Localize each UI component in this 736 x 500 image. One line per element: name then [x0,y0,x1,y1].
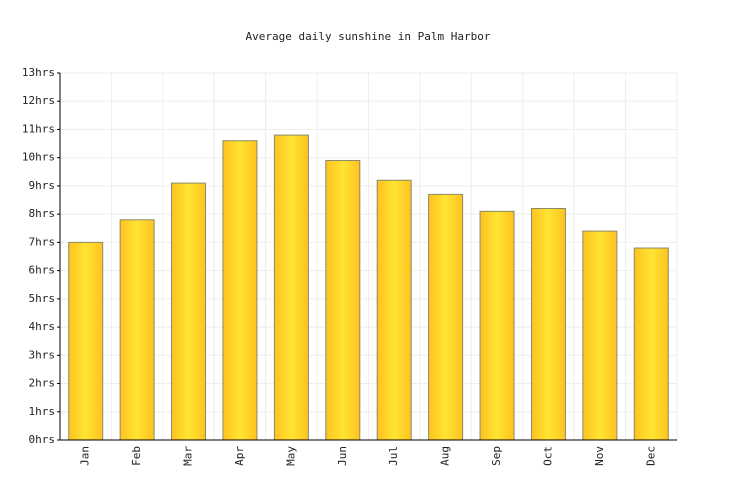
y-tick-label: 1hrs [29,405,56,418]
x-tick-label: Aug [439,446,452,466]
y-tick-label: 10hrs [22,151,55,164]
bar [582,230,618,441]
bar [376,179,412,441]
x-tick-label: Oct [541,446,554,466]
bar [428,193,464,441]
x-tick-label: Feb [130,446,143,466]
y-tick-label: 5hrs [29,292,56,305]
x-tick-label: Apr [233,446,246,466]
y-tick-label: 12hrs [22,94,55,107]
bar [633,247,669,441]
bar [222,140,258,441]
chart-title: Average daily sunshine in Palm Harbor [245,30,490,43]
bar [325,160,361,441]
y-tick-label: 9hrs [29,179,56,192]
y-tick-label: 4hrs [29,320,56,333]
y-tick-label: 0hrs [29,433,56,446]
bar [273,134,309,441]
bar [479,210,515,441]
x-tick-label: Sep [490,446,503,466]
x-tick-label: Mar [182,446,195,466]
bar [119,219,155,441]
bar [171,182,207,441]
bar [530,208,566,441]
y-tick-label: 8hrs [29,207,56,220]
y-tick-label: 3hrs [29,348,56,361]
x-tick-label: Nov [593,446,606,466]
y-tick-label: 6hrs [29,264,56,277]
y-tick-label: 11hrs [22,122,55,135]
x-tick-label: Jul [387,446,400,466]
y-tick-label: 13hrs [22,66,55,79]
bar [68,241,104,441]
y-tick-label: 2hrs [29,377,56,390]
x-tick-label: Dec [644,446,657,466]
y-tick-label: 7hrs [29,235,56,248]
x-tick-label: May [284,446,297,466]
x-tick-label: Jun [336,446,349,466]
x-tick-label: Jan [79,446,92,466]
